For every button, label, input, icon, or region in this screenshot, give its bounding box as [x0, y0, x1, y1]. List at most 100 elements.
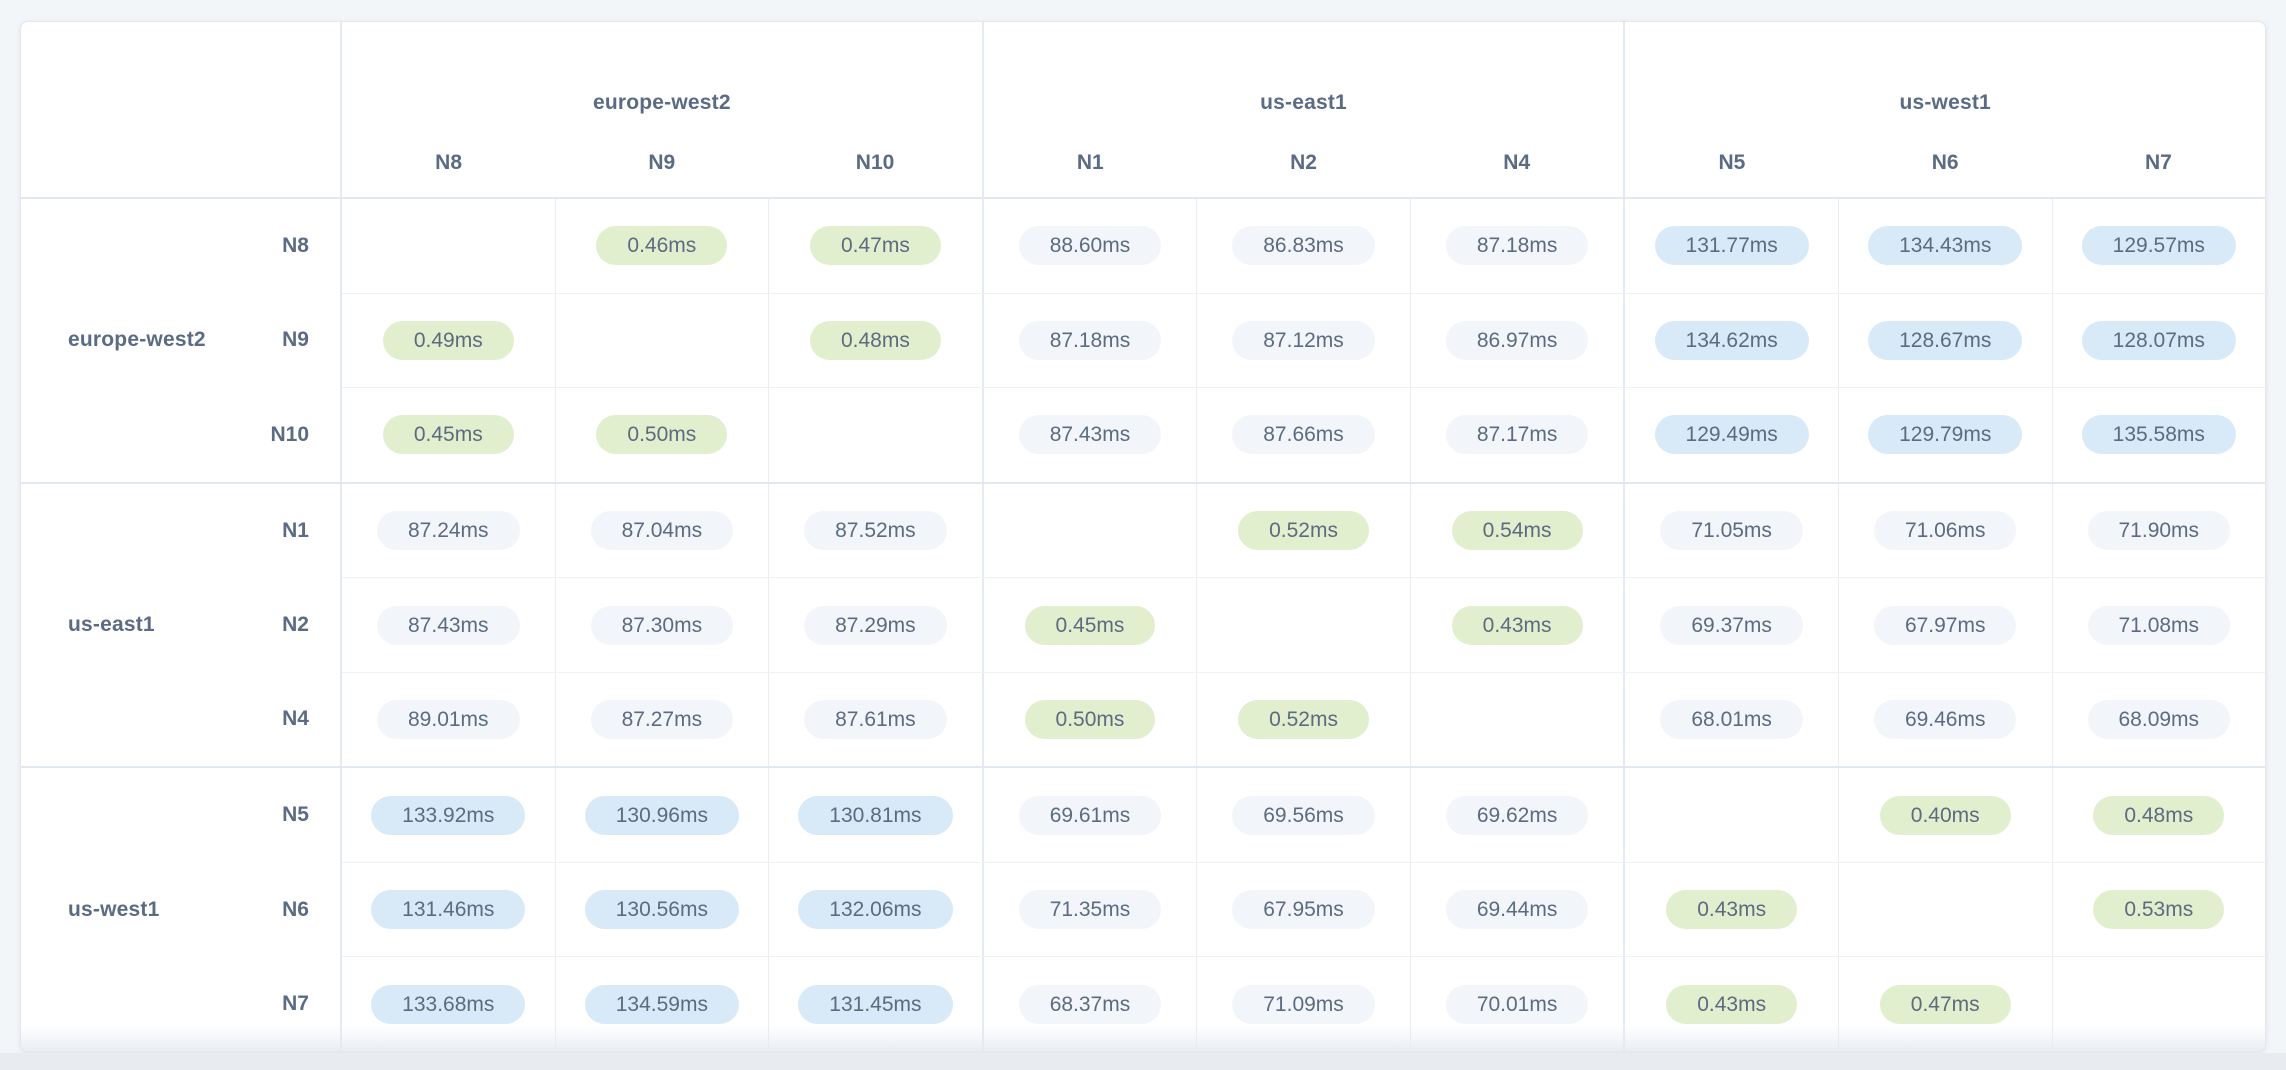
row-node-label-N8: N8 — [282, 234, 309, 258]
latency-value-pill: 0.49ms — [382, 320, 514, 360]
latency-value-pill: 0.45ms — [382, 415, 514, 455]
latency-cell-N4-N2[interactable]: 0.52ms — [1196, 672, 1410, 767]
latency-cell-N4-N6[interactable]: 69.46ms — [1837, 672, 2052, 767]
latency-cell-N5-N5[interactable] — [1623, 768, 1838, 862]
latency-cell-N10-N10[interactable] — [768, 388, 982, 482]
latency-cell-N4-N8[interactable]: 89.01ms — [342, 673, 555, 767]
latency-cell-N10-N2[interactable]: 87.66ms — [1196, 388, 1410, 482]
latency-cell-N9-N2[interactable]: 87.12ms — [1196, 293, 1410, 388]
latency-cell-N4-N5[interactable]: 68.01ms — [1623, 672, 1838, 767]
latency-cell-N8-N7[interactable]: 129.57ms — [2051, 199, 2266, 293]
matrix-row-N9: 0.49ms 0.48ms 87.18ms 87.12ms 86.97ms 134.62m… — [342, 292, 2266, 388]
latency-cell-N10-N1[interactable]: 87.43ms — [981, 388, 1197, 482]
latency-value-pill: 71.35ms — [1018, 890, 1162, 930]
latency-cell-N2-N2[interactable] — [1196, 578, 1410, 672]
latency-value-pill: 0.43ms — [1451, 605, 1583, 645]
latency-cell-N5-N6[interactable]: 0.40ms — [1837, 768, 2052, 862]
latency-cell-N4-N1[interactable]: 0.50ms — [981, 672, 1197, 767]
latency-cell-N2-N7[interactable]: 71.08ms — [2051, 578, 2266, 672]
latency-cell-N10-N8[interactable]: 0.45ms — [342, 388, 555, 482]
latency-cell-N1-N2[interactable]: 0.52ms — [1196, 483, 1410, 578]
latency-cell-N1-N6[interactable]: 71.06ms — [1837, 483, 2052, 578]
latency-cell-N2-N1[interactable]: 0.45ms — [981, 578, 1197, 672]
latency-value-pill: 87.43ms — [1018, 415, 1162, 455]
latency-cell-N7-N9[interactable]: 134.59ms — [554, 957, 769, 1051]
latency-cell-N7-N1[interactable]: 68.37ms — [981, 957, 1197, 1051]
latency-cell-N6-N8[interactable]: 131.46ms — [342, 863, 555, 957]
latency-value-pill: 68.09ms — [2087, 700, 2231, 740]
latency-cell-N5-N4[interactable]: 69.62ms — [1409, 768, 1624, 862]
latency-value-pill: 133.68ms — [371, 984, 526, 1024]
latency-cell-N1-N7[interactable]: 71.90ms — [2051, 483, 2266, 578]
latency-cell-N9-N6[interactable]: 128.67ms — [1837, 293, 2052, 388]
latency-value-pill: 130.81ms — [798, 795, 953, 835]
row-group-us-east1: us-east1 N1 N2 N4 87.24ms 87.04ms 87.52ms 0.52m… — [21, 481, 2266, 767]
latency-cell-N5-N8[interactable]: 133.92ms — [342, 768, 555, 862]
latency-cell-N9-N5[interactable]: 134.62ms — [1623, 293, 1838, 388]
latency-cell-N10-N9[interactable]: 0.50ms — [554, 388, 769, 482]
latency-cell-N8-N6[interactable]: 134.43ms — [1837, 199, 2052, 293]
latency-cell-N6-N5[interactable]: 0.43ms — [1623, 862, 1838, 957]
latency-value-pill: 0.40ms — [1879, 795, 2011, 835]
latency-cell-N1-N8[interactable]: 87.24ms — [342, 484, 555, 578]
latency-cell-N6-N2[interactable]: 67.95ms — [1196, 862, 1410, 957]
latency-cell-N7-N6[interactable]: 0.47ms — [1837, 957, 2052, 1051]
latency-cell-N8-N2[interactable]: 86.83ms — [1196, 199, 1410, 293]
latency-cell-N8-N8[interactable] — [342, 199, 555, 293]
latency-cell-N2-N5[interactable]: 69.37ms — [1623, 578, 1838, 672]
latency-cell-N6-N9[interactable]: 130.56ms — [554, 862, 769, 957]
latency-cell-N2-N9[interactable]: 87.30ms — [554, 578, 769, 672]
latency-cell-N4-N9[interactable]: 87.27ms — [554, 672, 769, 767]
latency-cell-N7-N2[interactable]: 71.09ms — [1196, 957, 1410, 1051]
latency-cell-N9-N7[interactable]: 128.07ms — [2051, 293, 2266, 388]
latency-cell-N6-N4[interactable]: 69.44ms — [1409, 862, 1624, 957]
latency-cell-N8-N5[interactable]: 131.77ms — [1623, 199, 1838, 293]
latency-cell-N1-N10[interactable]: 87.52ms — [768, 483, 982, 578]
latency-cell-N8-N10[interactable]: 0.47ms — [768, 199, 982, 293]
latency-cell-N2-N10[interactable]: 87.29ms — [768, 578, 982, 672]
latency-cell-N7-N5[interactable]: 0.43ms — [1623, 957, 1838, 1051]
latency-cell-N7-N10[interactable]: 131.45ms — [768, 957, 982, 1051]
latency-cell-N4-N10[interactable]: 87.61ms — [768, 672, 982, 767]
latency-cell-N2-N8[interactable]: 87.43ms — [342, 578, 555, 672]
latency-cell-N6-N7[interactable]: 0.53ms — [2051, 862, 2266, 957]
row-region-label: us-east1 — [68, 613, 155, 636]
latency-cell-N8-N4[interactable]: 87.18ms — [1409, 199, 1624, 293]
latency-cell-N9-N8[interactable]: 0.49ms — [342, 294, 555, 388]
latency-cell-N5-N2[interactable]: 69.56ms — [1196, 768, 1410, 862]
latency-cell-N10-N4[interactable]: 87.17ms — [1409, 388, 1624, 482]
latency-cell-N6-N6[interactable] — [1837, 862, 2052, 957]
latency-value-pill: 69.56ms — [1232, 795, 1375, 835]
latency-cell-N9-N10[interactable]: 0.48ms — [768, 293, 982, 388]
latency-cell-N1-N4[interactable]: 0.54ms — [1409, 483, 1624, 578]
latency-cell-N8-N1[interactable]: 88.60ms — [981, 199, 1197, 293]
latency-cell-N2-N4[interactable]: 0.43ms — [1409, 578, 1624, 672]
latency-cell-N6-N1[interactable]: 71.35ms — [981, 862, 1197, 957]
latency-cell-N9-N1[interactable]: 87.18ms — [981, 293, 1197, 388]
latency-cell-N5-N1[interactable]: 69.61ms — [981, 768, 1197, 862]
latency-cell-N10-N7[interactable]: 135.58ms — [2051, 388, 2266, 482]
latency-cell-N5-N10[interactable]: 130.81ms — [768, 768, 982, 862]
latency-value-pill: 69.37ms — [1660, 605, 1803, 645]
latency-cell-N9-N9[interactable] — [554, 293, 769, 388]
latency-cell-N9-N4[interactable]: 86.97ms — [1409, 293, 1624, 388]
latency-cell-N2-N6[interactable]: 67.97ms — [1837, 578, 2052, 672]
latency-cell-N1-N1[interactable] — [981, 483, 1197, 578]
matrix-row-N6: 131.46ms 130.56ms 132.06ms 71.35ms 67.95ms 69… — [342, 861, 2266, 957]
matrix-row-N4: 89.01ms 87.27ms 87.61ms 0.50ms 0.52ms 68.01ms… — [342, 671, 2266, 767]
latency-cell-N7-N8[interactable]: 133.68ms — [342, 957, 555, 1051]
latency-cell-N5-N9[interactable]: 130.96ms — [554, 768, 769, 862]
latency-cell-N8-N9[interactable]: 0.46ms — [554, 199, 769, 293]
latency-cell-N1-N5[interactable]: 71.05ms — [1623, 483, 1838, 578]
latency-cell-N6-N10[interactable]: 132.06ms — [768, 862, 982, 957]
latency-cell-N1-N9[interactable]: 87.04ms — [554, 483, 769, 578]
latency-cell-N10-N5[interactable]: 129.49ms — [1623, 388, 1838, 482]
latency-cell-N10-N6[interactable]: 129.79ms — [1837, 388, 2052, 482]
latency-cell-N5-N7[interactable]: 0.48ms — [2051, 768, 2266, 862]
latency-cell-N7-N4[interactable]: 70.01ms — [1409, 957, 1624, 1051]
latency-cell-N4-N7[interactable]: 68.09ms — [2051, 672, 2266, 767]
latency-cell-N7-N7[interactable] — [2051, 957, 2266, 1051]
latency-cell-N4-N4[interactable] — [1409, 672, 1624, 767]
latency-value-pill: 132.06ms — [798, 890, 953, 930]
latency-value-pill: 133.92ms — [371, 795, 526, 835]
